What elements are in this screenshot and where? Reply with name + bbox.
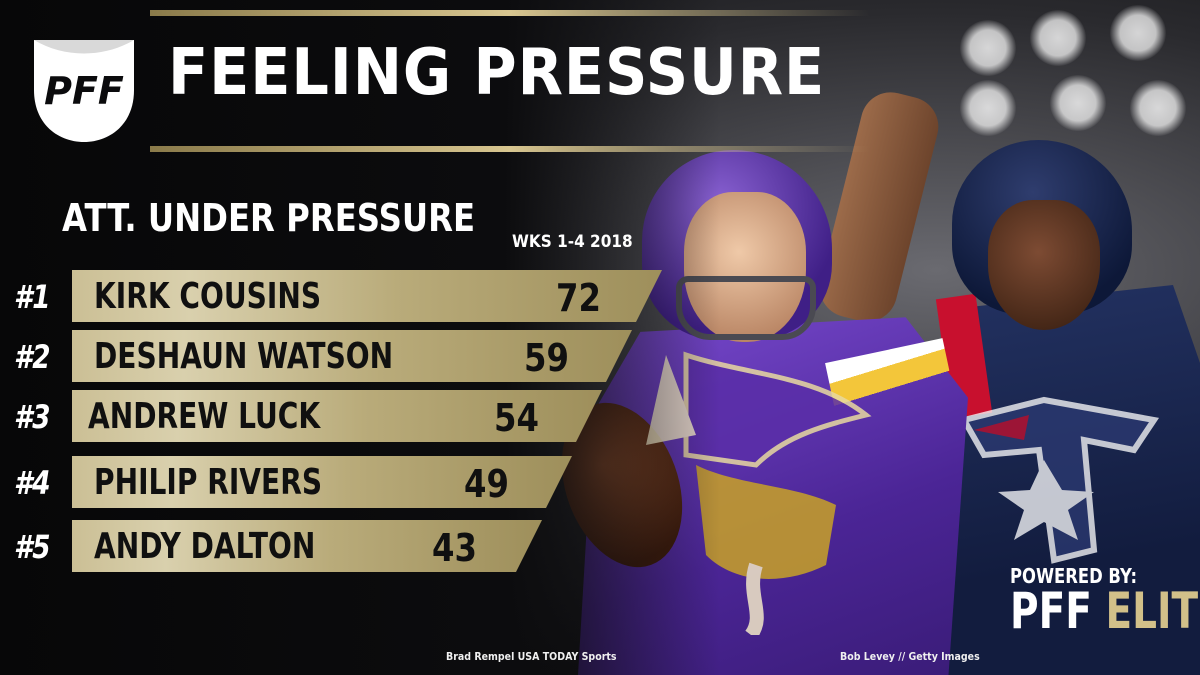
page-title: FEELING PRESSURE	[168, 36, 826, 110]
texans-logo-icon	[959, 396, 1160, 564]
ranking-rank: #4	[14, 464, 51, 502]
stadium-light-icon	[960, 80, 1016, 136]
ranking-value: 49	[464, 462, 509, 506]
header-top-rule	[150, 10, 870, 16]
ranking-rank: #3	[14, 398, 51, 436]
stat-period: WKS 1-4 2018	[512, 232, 633, 252]
stadium-light-icon	[1050, 75, 1106, 131]
ranking-bar	[72, 456, 572, 508]
ranking-name: ANDREW LUCK	[88, 396, 321, 437]
pff-football-logo-icon: PFF	[34, 40, 134, 142]
ranking-value: 59	[524, 336, 569, 380]
stat-subtitle: ATT. UNDER PRESSURE	[62, 196, 476, 240]
ranking-name: PHILIP RIVERS	[94, 462, 323, 503]
ranking-value: 43	[432, 526, 477, 570]
stadium-light-icon	[960, 20, 1016, 76]
photo-credit-right: Bob Levey // Getty Images	[840, 650, 980, 663]
ranking-bar	[72, 520, 542, 572]
stadium-light-icon	[1110, 5, 1166, 61]
header-bottom-rule	[150, 146, 870, 152]
texans-player-face	[988, 200, 1100, 330]
ranking-name: ANDY DALTON	[94, 526, 316, 567]
ranking-name: KIRK COUSINS	[94, 276, 322, 317]
ranking-rank: #1	[14, 278, 51, 316]
stadium-light-icon	[1030, 10, 1086, 66]
pff-elite-logo: PFF ELITE	[1010, 582, 1200, 640]
elite-word-text: ELITE	[1105, 582, 1200, 640]
logo-text: PFF	[44, 69, 124, 113]
vikings-raised-arm	[813, 85, 945, 329]
elite-pff-text: PFF	[1010, 582, 1092, 640]
ranking-bar	[72, 390, 602, 442]
stadium-light-icon	[1130, 80, 1186, 136]
ranking-name: DESHAUN WATSON	[94, 336, 394, 377]
ranking-value: 54	[494, 396, 539, 440]
ranking-rank: #5	[14, 528, 51, 566]
ranking-bar	[72, 270, 662, 322]
ranking-value: 72	[556, 276, 601, 320]
powered-by-label: POWERED BY:	[1010, 564, 1138, 588]
ranking-bar	[72, 330, 632, 382]
ranking-rank: #2	[14, 338, 51, 376]
photo-credit-left: Brad Rempel USA TODAY Sports	[446, 650, 617, 663]
